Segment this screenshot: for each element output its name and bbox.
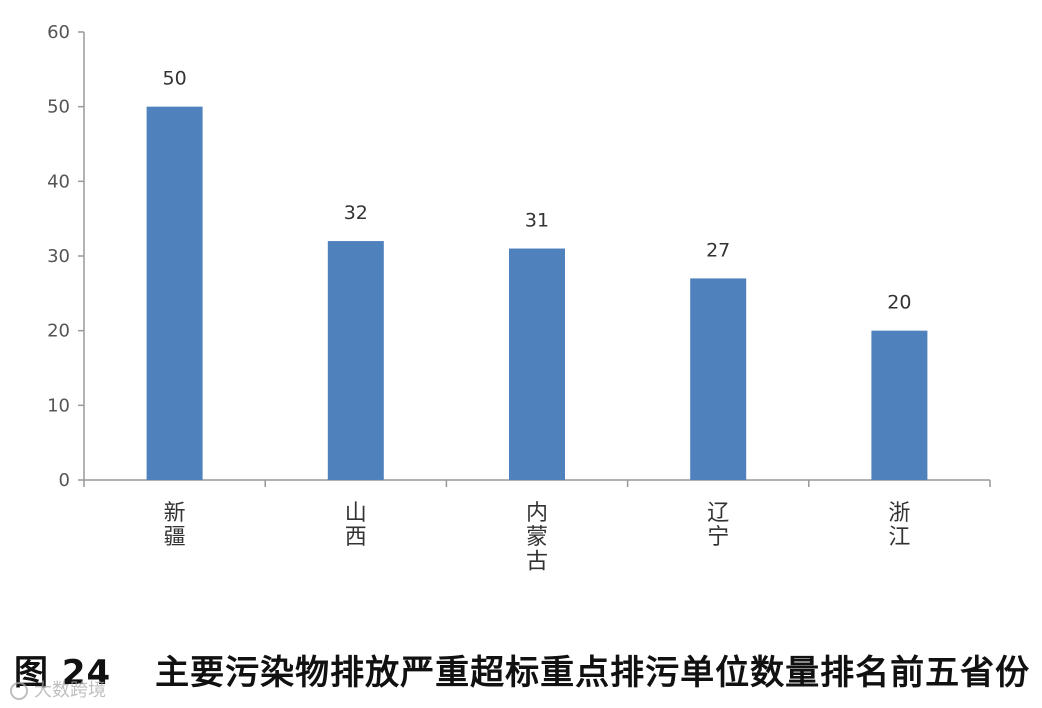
watermark: 大数跨境 xyxy=(10,676,106,702)
y-tick-label: 60 xyxy=(47,22,70,43)
figure-caption: 图 24 主要污染物排放严重超标重点排污单位数量排名前五省份 xyxy=(14,645,1030,694)
y-tick-label: 40 xyxy=(47,171,70,192)
data-label-2: 31 xyxy=(525,210,549,232)
bar-3 xyxy=(690,278,747,480)
data-label-0: 50 xyxy=(163,68,187,90)
data-label-4: 20 xyxy=(887,292,911,314)
category-label-2: 内蒙古 xyxy=(526,501,548,574)
y-tick-label: 10 xyxy=(47,395,70,416)
bar-4 xyxy=(871,330,928,480)
figure-caption-text: 主要污染物排放严重超标重点排污单位数量排名前五省份 xyxy=(155,653,1031,693)
chart-svg: 0 10 20 30 40 50 60 50 新疆 32 山西 31 内蒙古 27 辽宁 20 浙江 xyxy=(47,22,991,574)
bar-1 xyxy=(327,241,384,480)
y-tick-label: 30 xyxy=(47,246,70,267)
bar-chart: 0 10 20 30 40 50 60 50 新疆 32 山西 31 内蒙古 27 辽宁 20 浙江 xyxy=(47,22,991,574)
y-tick-label: 50 xyxy=(47,97,70,118)
data-label-1: 32 xyxy=(344,202,368,224)
y-tick-label: 0 xyxy=(59,470,70,491)
bar-2 xyxy=(509,248,565,480)
watermark-logo-icon xyxy=(10,682,28,700)
category-label-3: 辽宁 xyxy=(707,501,729,550)
category-label-4: 浙江 xyxy=(888,501,910,550)
watermark-text: 大数跨境 xyxy=(34,680,106,701)
data-label-3: 27 xyxy=(706,239,730,261)
bar-0 xyxy=(146,106,203,481)
y-tick-label: 20 xyxy=(47,321,70,342)
category-label-0: 新疆 xyxy=(164,501,186,550)
figure-number: 图 24 xyxy=(14,653,112,693)
category-label-1: 山西 xyxy=(345,501,367,550)
